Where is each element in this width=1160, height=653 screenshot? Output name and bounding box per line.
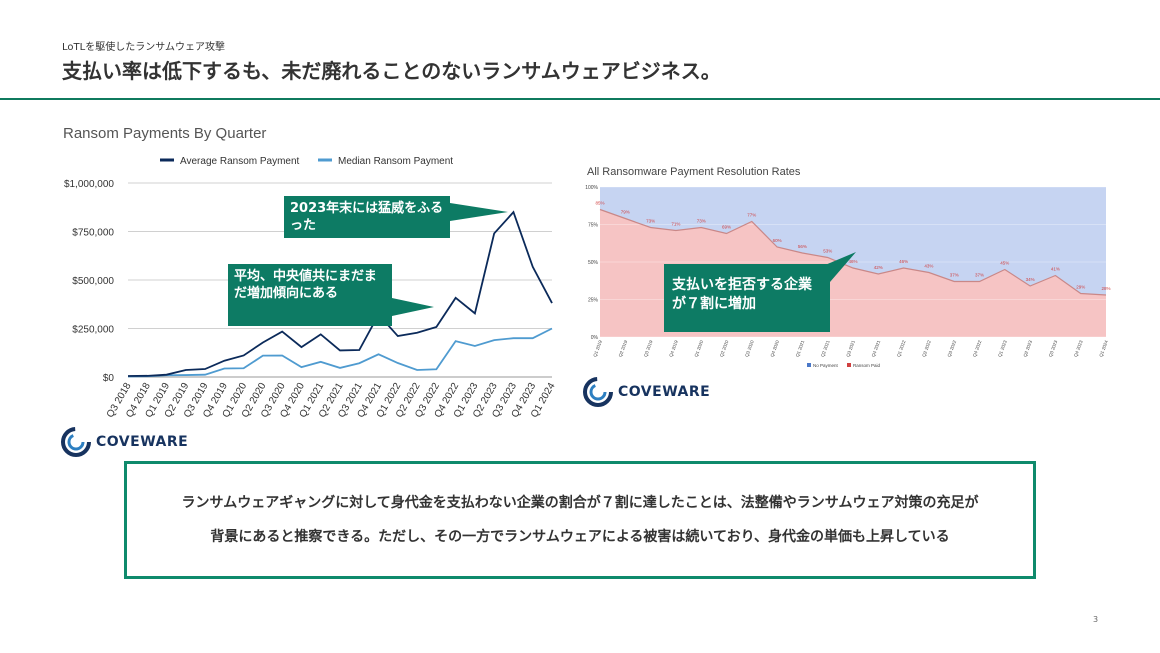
legend-swatch <box>847 363 851 367</box>
y-tick-label: 25% <box>588 298 599 304</box>
legend-label: Ransom Paid <box>853 363 881 368</box>
summary-box: ランサムウェアギャングに対して身代金を支払わない企業の割合が７割に達したことは、… <box>124 461 1036 579</box>
point-label: 60% <box>773 238 782 243</box>
series-line <box>127 327 553 378</box>
x-tick-label: Q1 2024 <box>1098 339 1109 357</box>
y-tick-label: 100% <box>585 185 598 191</box>
point-label: 28% <box>1101 286 1110 291</box>
x-tick-label: Q4 2023 <box>1073 339 1084 357</box>
x-tick-label: Q1 2021 <box>795 339 806 357</box>
point-label: 79% <box>621 210 630 215</box>
x-tick-label: Q3 2021 <box>845 339 856 357</box>
y-tick-label: 50% <box>588 260 599 266</box>
x-tick-label: Q2 2023 <box>1022 339 1033 357</box>
point-label: 42% <box>874 265 883 270</box>
x-tick-label: Q3 2019 <box>643 339 654 357</box>
callout-increase: 平均、中央値共にまだまだ増加傾向にある <box>228 264 392 326</box>
logo-text: COVEWARE <box>96 434 189 450</box>
point-label: 37% <box>950 273 959 278</box>
x-tick-label: Q1 2020 <box>694 339 705 357</box>
ransom-payments-chart: Ransom Payments By Quarter Average Ranso… <box>63 125 558 420</box>
legend-label: No Payment <box>813 363 839 368</box>
point-label: 53% <box>823 249 832 254</box>
point-label: 71% <box>671 222 680 227</box>
payment-resolution-chart: All Ransomware Payment Resolution Rates … <box>585 166 1110 368</box>
point-label: 85% <box>595 201 604 206</box>
x-tick-label: Q3 2020 <box>744 339 755 357</box>
x-tick-label: Q2 2020 <box>719 339 730 357</box>
x-tick-label: Q3 2023 <box>1048 339 1059 357</box>
legend-label: Median Ransom Payment <box>338 156 453 167</box>
point-label: 73% <box>697 219 706 224</box>
slide-title: 支払い率は低下するも、未だ廃れることのないランサムウェアビジネス。 <box>62 59 721 83</box>
y-tick-label: 0% <box>591 335 599 341</box>
y-tick-label: $0 <box>103 373 115 384</box>
point-label: 56% <box>798 244 807 249</box>
x-tick-label: Q2 2019 <box>618 339 629 357</box>
point-label: 77% <box>747 213 756 218</box>
callout-peak: 2023年末には猛威をふるった <box>284 196 450 238</box>
title-divider <box>0 98 1160 100</box>
y-tick-label: $1,000,000 <box>64 179 114 190</box>
point-label: 41% <box>1051 267 1060 272</box>
legend-label: Average Ransom Payment <box>180 156 300 167</box>
coveware-logo-right: COVEWARE <box>582 376 710 408</box>
slide-subtitle: LoTLを駆使したランサムウェア攻撃 <box>62 42 225 53</box>
point-label: 73% <box>646 219 655 224</box>
page-number: 3 <box>1093 615 1099 624</box>
coveware-logo-icon <box>61 427 91 457</box>
point-label: 46% <box>899 259 908 264</box>
summary-line-2: 背景にあると推察できる。ただし、その一方でランサムウェアによる被害は続いており、… <box>210 529 950 545</box>
point-label: 34% <box>1026 277 1035 282</box>
x-tick-label: Q4 2021 <box>871 339 882 357</box>
logo-text: COVEWARE <box>618 384 711 400</box>
x-tick-label: Q4 2020 <box>769 339 780 357</box>
point-label: 45% <box>1000 261 1009 266</box>
callout-refuse: 支払いを拒否する企業が７割に増加 <box>664 264 830 332</box>
chart-title: All Ransomware Payment Resolution Rates <box>587 166 801 178</box>
chart-title: Ransom Payments By Quarter <box>63 125 266 142</box>
point-label: 37% <box>975 273 984 278</box>
x-tick-label: Q4 2019 <box>668 339 679 357</box>
x-tick-label: Q1 2019 <box>592 339 603 357</box>
x-tick-label: Q4 2022 <box>972 339 983 357</box>
coveware-logo-icon <box>583 377 613 407</box>
x-tick-label: Q1 2022 <box>896 339 907 357</box>
point-label: 69% <box>722 225 731 230</box>
y-tick-label: 75% <box>588 223 599 229</box>
x-tick-label: Q2 2022 <box>921 339 932 357</box>
x-tick-label: Q3 2022 <box>947 339 958 357</box>
series-line <box>127 210 553 377</box>
summary-line-1: ランサムウェアギャングに対して身代金を支払わない企業の割合が７割に達したことは、… <box>181 495 979 511</box>
point-label: 29% <box>1076 285 1085 290</box>
y-tick-label: $750,000 <box>72 228 114 239</box>
point-label: 43% <box>924 264 933 269</box>
y-tick-label: $250,000 <box>72 325 114 336</box>
legend-swatch <box>807 363 811 367</box>
x-tick-label: Q1 2023 <box>997 339 1008 357</box>
y-tick-label: $500,000 <box>72 276 114 287</box>
x-tick-label: Q2 2021 <box>820 339 831 357</box>
coveware-logo-left: COVEWARE <box>60 426 188 458</box>
point-label: 46% <box>848 259 857 264</box>
